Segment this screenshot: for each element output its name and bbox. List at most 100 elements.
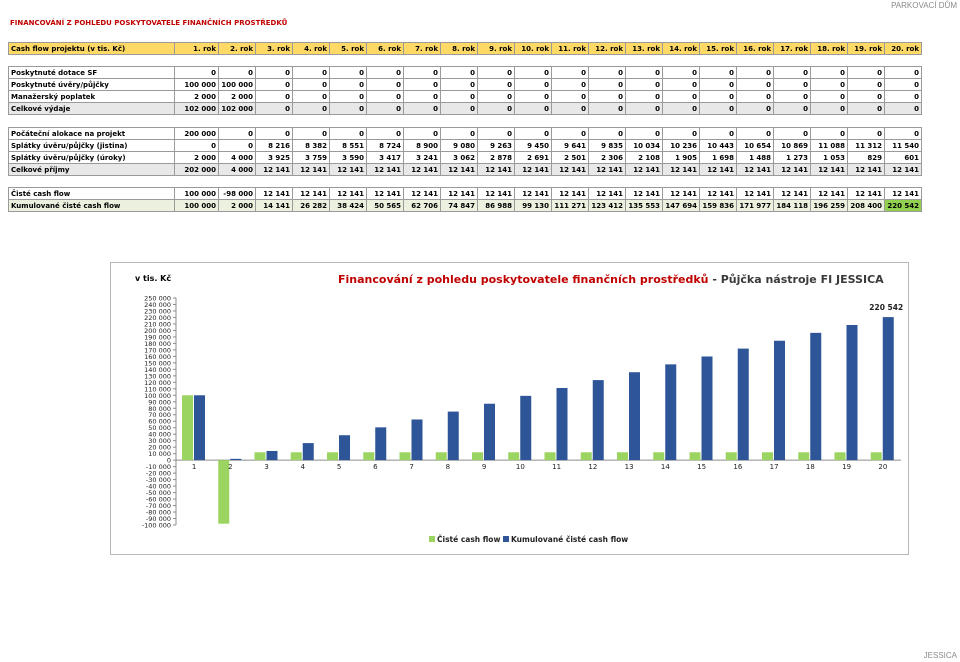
table-cell[interactable]: 9 263: [477, 139, 515, 152]
year-header-1[interactable]: 1. rok: [174, 42, 219, 55]
table-cell[interactable]: 0: [884, 90, 922, 103]
year-header-5[interactable]: 5. rok: [329, 42, 367, 55]
table-cell[interactable]: 0: [810, 102, 848, 115]
table-cell[interactable]: 10 869: [773, 139, 811, 152]
year-header-11[interactable]: 11. rok: [551, 42, 589, 55]
table-cell[interactable]: 0: [847, 90, 885, 103]
table-cell[interactable]: 100 000: [218, 78, 256, 91]
table-cell[interactable]: 12 141: [847, 187, 885, 200]
table-cell[interactable]: 0: [366, 90, 404, 103]
table-cell[interactable]: 12 141: [403, 187, 441, 200]
table-cell[interactable]: 12 141: [292, 163, 330, 176]
table-cell[interactable]: 0: [477, 66, 515, 79]
table-cell[interactable]: 0: [292, 78, 330, 91]
table-cell[interactable]: 0: [403, 127, 441, 140]
table-cell[interactable]: 9 080: [440, 139, 478, 152]
table-cell[interactable]: 171 977: [736, 199, 774, 212]
table-cell[interactable]: 0: [699, 78, 737, 91]
year-header-18[interactable]: 18. rok: [810, 42, 848, 55]
table-cell[interactable]: 0: [736, 127, 774, 140]
table-cell[interactable]: 0: [625, 102, 663, 115]
table-cell[interactable]: 0: [699, 90, 737, 103]
row-label[interactable]: Manažerský poplatek: [8, 90, 175, 103]
table-cell[interactable]: 0: [366, 102, 404, 115]
year-header-17[interactable]: 17. rok: [773, 42, 811, 55]
table-cell[interactable]: 147 694: [662, 199, 700, 212]
row-label[interactable]: Čisté cash flow: [8, 187, 175, 200]
table-cell[interactable]: 0: [255, 78, 293, 91]
table-cell[interactable]: 9 641: [551, 139, 589, 152]
table-cell[interactable]: 0: [662, 66, 700, 79]
table-cell[interactable]: 0: [551, 102, 589, 115]
table-cell[interactable]: 0: [255, 127, 293, 140]
table-cell[interactable]: 12 141: [662, 187, 700, 200]
year-header-19[interactable]: 19. rok: [847, 42, 885, 55]
table-cell[interactable]: 102 000: [174, 102, 219, 115]
table-cell[interactable]: 0: [329, 127, 367, 140]
table-cell[interactable]: 0: [255, 90, 293, 103]
year-header-14[interactable]: 14. rok: [662, 42, 700, 55]
table-cell[interactable]: 12 141: [884, 163, 922, 176]
table-cell[interactable]: 12 141: [477, 163, 515, 176]
table-cell[interactable]: 26 282: [292, 199, 330, 212]
table-cell[interactable]: 12 141: [403, 163, 441, 176]
table-cell[interactable]: 2 691: [514, 151, 552, 164]
row-label[interactable]: Splátky úvěru/půjčky (úroky): [8, 151, 175, 164]
table-cell[interactable]: 62 706: [403, 199, 441, 212]
table-cell[interactable]: 12 141: [255, 187, 293, 200]
table-cell[interactable]: 1 053: [810, 151, 848, 164]
table-cell[interactable]: 0: [773, 66, 811, 79]
table-cell[interactable]: 10 236: [662, 139, 700, 152]
table-cell[interactable]: 12 141: [588, 187, 626, 200]
table-cell[interactable]: 0: [366, 78, 404, 91]
row-label[interactable]: Celkové výdaje: [8, 102, 175, 115]
table-cell[interactable]: 12 141: [773, 163, 811, 176]
table-cell[interactable]: 0: [366, 127, 404, 140]
table-cell[interactable]: 0: [477, 90, 515, 103]
table-cell[interactable]: 0: [551, 66, 589, 79]
table-cell[interactable]: 12 141: [699, 163, 737, 176]
table-cell[interactable]: 123 412: [588, 199, 626, 212]
table-cell[interactable]: 3 062: [440, 151, 478, 164]
table-cell[interactable]: 0: [810, 90, 848, 103]
table-cell[interactable]: 1 273: [773, 151, 811, 164]
year-header-13[interactable]: 13. rok: [625, 42, 663, 55]
table-cell[interactable]: 0: [403, 90, 441, 103]
table-cell[interactable]: 74 847: [440, 199, 478, 212]
table-cell[interactable]: 10 034: [625, 139, 663, 152]
table-cell[interactable]: 50 565: [366, 199, 404, 212]
table-cell[interactable]: -98 000: [218, 187, 256, 200]
year-header-9[interactable]: 9. rok: [477, 42, 515, 55]
table-cell[interactable]: 196 259: [810, 199, 848, 212]
table-cell[interactable]: 0: [403, 78, 441, 91]
table-cell[interactable]: 102 000: [218, 102, 256, 115]
table-cell[interactable]: 0: [625, 66, 663, 79]
year-header-3[interactable]: 3. rok: [255, 42, 293, 55]
row-label[interactable]: Splátky úvěru/půjčky (jistina): [8, 139, 175, 152]
table-cell[interactable]: 0: [551, 90, 589, 103]
table-cell[interactable]: 0: [514, 66, 552, 79]
table-cell[interactable]: 12 141: [514, 163, 552, 176]
table-cell[interactable]: 12 141: [625, 187, 663, 200]
table-cell[interactable]: 0: [884, 66, 922, 79]
table-cell[interactable]: 0: [292, 127, 330, 140]
table-cell[interactable]: 12 141: [292, 187, 330, 200]
table-cell[interactable]: 86 988: [477, 199, 515, 212]
table-cell[interactable]: 0: [736, 90, 774, 103]
row-label[interactable]: Poskytnuté dotace SF: [8, 66, 175, 79]
table-cell[interactable]: 0: [847, 127, 885, 140]
table-cell[interactable]: 0: [625, 90, 663, 103]
table-cell[interactable]: 4 000: [218, 151, 256, 164]
year-header-10[interactable]: 10. rok: [514, 42, 552, 55]
table-cell[interactable]: 0: [588, 127, 626, 140]
table-cell[interactable]: 0: [218, 139, 256, 152]
table-cell[interactable]: 3 925: [255, 151, 293, 164]
table-cell[interactable]: 8 900: [403, 139, 441, 152]
row-label[interactable]: Celkové příjmy: [8, 163, 175, 176]
table-cell[interactable]: 12 141: [514, 187, 552, 200]
table-cell[interactable]: 0: [847, 102, 885, 115]
table-cell[interactable]: 12 141: [847, 163, 885, 176]
table-cell[interactable]: 8 382: [292, 139, 330, 152]
table-cell[interactable]: 0: [662, 102, 700, 115]
table-cell[interactable]: 0: [884, 102, 922, 115]
